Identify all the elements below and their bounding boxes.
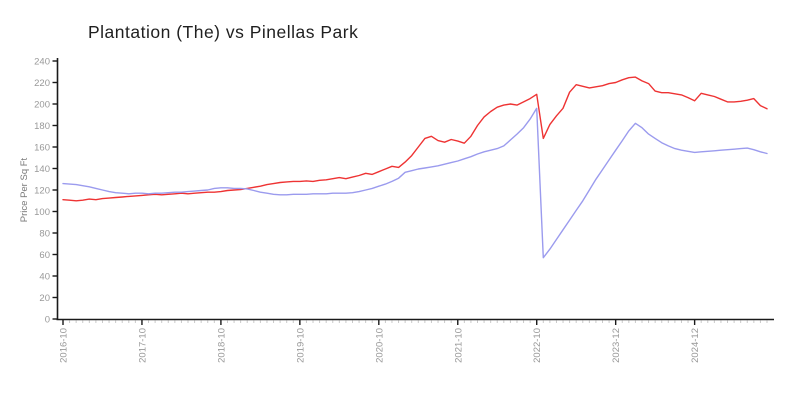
y-tick-label: 220 [34,78,50,89]
series-line-pinellas-park [62,107,768,259]
y-tick-label: 80 [39,229,50,240]
y-tick-label: 160 [34,143,50,154]
y-tick-label: 60 [39,250,50,261]
y-tick-label: 240 [34,57,50,68]
x-tick-label: 2021-10 [453,328,464,363]
y-tick-label: 40 [39,272,50,283]
x-tick-label: 2017-10 [137,328,148,363]
series-line-plantation-the [62,76,768,202]
x-tick-label: 2019-10 [295,328,306,363]
x-tick-label: 2020-10 [374,328,385,363]
y-tick-label: 120 [34,186,50,197]
x-tick-label: 2024-12 [690,328,701,363]
chart-title: Plantation (The) vs Pinellas Park [88,22,359,42]
x-tick-label: 2022-10 [532,328,543,363]
x-tick-label: 2016-10 [59,328,70,363]
y-tick-label: 0 [45,315,50,326]
y-tick-label: 100 [34,207,50,218]
y-axis-label: Price Per Sq Ft [19,157,30,223]
y-tick-label: 140 [34,164,50,175]
y-tick-label: 200 [34,100,50,111]
x-tick-label: 2018-10 [216,328,227,363]
y-tick-label: 20 [39,293,50,304]
x-tick-label: 2023-12 [611,328,622,363]
y-tick-label: 180 [34,121,50,132]
